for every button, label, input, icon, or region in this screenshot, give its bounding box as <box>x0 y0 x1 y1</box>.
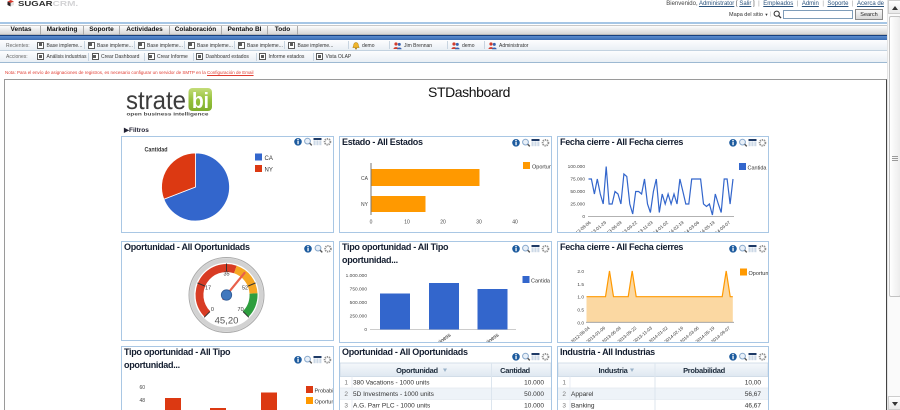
svg-text:open business intelligence: open business intelligence <box>127 111 209 117</box>
svg-text:45,20: 45,20 <box>215 316 239 327</box>
svg-text:3: 3 <box>562 403 566 410</box>
svg-text:Cantida: Cantida <box>748 166 768 172</box>
svg-text:30: 30 <box>476 220 482 226</box>
svg-text:Oportun: Oportun <box>532 165 551 171</box>
svg-text:NY: NY <box>265 168 273 174</box>
svg-text:50.000: 50.000 <box>570 189 585 195</box>
svg-text:Oportun: Oportun <box>749 271 769 277</box>
svg-text:Industria: Industria <box>599 366 629 375</box>
svg-text:10.000: 10.000 <box>524 380 544 387</box>
svg-text:Cantida: Cantida <box>531 279 551 285</box>
svg-text:17: 17 <box>205 285 211 291</box>
svg-text:Probabil: Probabil <box>315 389 334 395</box>
svg-text:0: 0 <box>364 327 367 333</box>
svg-text:Banking: Banking <box>571 403 595 410</box>
svg-text:Cantidad: Cantidad <box>500 366 530 375</box>
svg-text:2: 2 <box>344 391 348 398</box>
svg-text:2.0: 2.0 <box>577 269 584 275</box>
svg-text:75.000: 75.000 <box>570 177 585 183</box>
svg-text:35: 35 <box>223 272 229 278</box>
svg-text:0.5: 0.5 <box>577 308 584 314</box>
svg-text:CRM.: CRM. <box>53 1 79 8</box>
svg-text:56,67: 56,67 <box>745 391 762 398</box>
svg-text:750.000: 750.000 <box>350 287 368 293</box>
svg-text:380 Vacations - 1000 units: 380 Vacations - 1000 units <box>353 380 430 387</box>
svg-text:1.5: 1.5 <box>577 282 584 288</box>
svg-text:1: 1 <box>344 380 348 387</box>
svg-text:Oportun: Oportun <box>315 400 334 406</box>
svg-text:Probabilidad: Probabilidad <box>683 366 726 375</box>
svg-text:60: 60 <box>139 385 145 391</box>
svg-text:CA: CA <box>265 156 273 162</box>
svg-text:Business: Business <box>479 332 500 342</box>
svg-text:Apparel: Apparel <box>571 391 594 398</box>
svg-text:10: 10 <box>404 220 410 226</box>
svg-text:48: 48 <box>139 398 145 404</box>
svg-text:bi: bi <box>192 88 209 113</box>
svg-text:0: 0 <box>370 220 373 226</box>
svg-text:Cantidad: Cantidad <box>145 148 168 154</box>
svg-text:10,00: 10,00 <box>745 380 762 387</box>
svg-text:10.000: 10.000 <box>524 403 544 410</box>
svg-text:0: 0 <box>582 214 585 220</box>
svg-text:1.0: 1.0 <box>577 295 584 301</box>
svg-text:2012-08-06: 2012-08-06 <box>571 220 592 232</box>
svg-text:A.G. Parr PLC - 1000 units: A.G. Parr PLC - 1000 units <box>353 403 431 410</box>
svg-text:Oportunidad: Oportunidad <box>396 366 438 375</box>
svg-text:5D Investments - 1000 units: 5D Investments - 1000 units <box>353 391 435 398</box>
svg-text:1: 1 <box>562 380 566 387</box>
svg-text:100.000: 100.000 <box>568 164 586 170</box>
svg-text:SUGAR: SUGAR <box>18 1 53 8</box>
svg-text:250.000: 250.000 <box>350 314 368 320</box>
svg-text:52: 52 <box>242 285 248 291</box>
svg-text:3: 3 <box>344 403 348 410</box>
svg-text:1.000.000: 1.000.000 <box>346 273 368 279</box>
svg-text:25.000: 25.000 <box>570 202 585 208</box>
svg-text:0: 0 <box>211 307 214 313</box>
svg-text:50.000: 50.000 <box>524 391 544 398</box>
svg-text:NY: NY <box>361 202 369 208</box>
svg-text:0.0: 0.0 <box>577 320 584 326</box>
svg-text:strate: strate <box>126 86 186 115</box>
svg-text:70: 70 <box>238 307 244 313</box>
svg-text:500.000: 500.000 <box>350 300 368 306</box>
svg-text:Business: Business <box>431 332 452 342</box>
svg-text:40: 40 <box>512 220 518 226</box>
svg-text:20: 20 <box>440 220 446 226</box>
svg-text:2: 2 <box>562 391 566 398</box>
svg-text:CA: CA <box>361 176 369 182</box>
svg-text:46,67: 46,67 <box>745 403 762 410</box>
